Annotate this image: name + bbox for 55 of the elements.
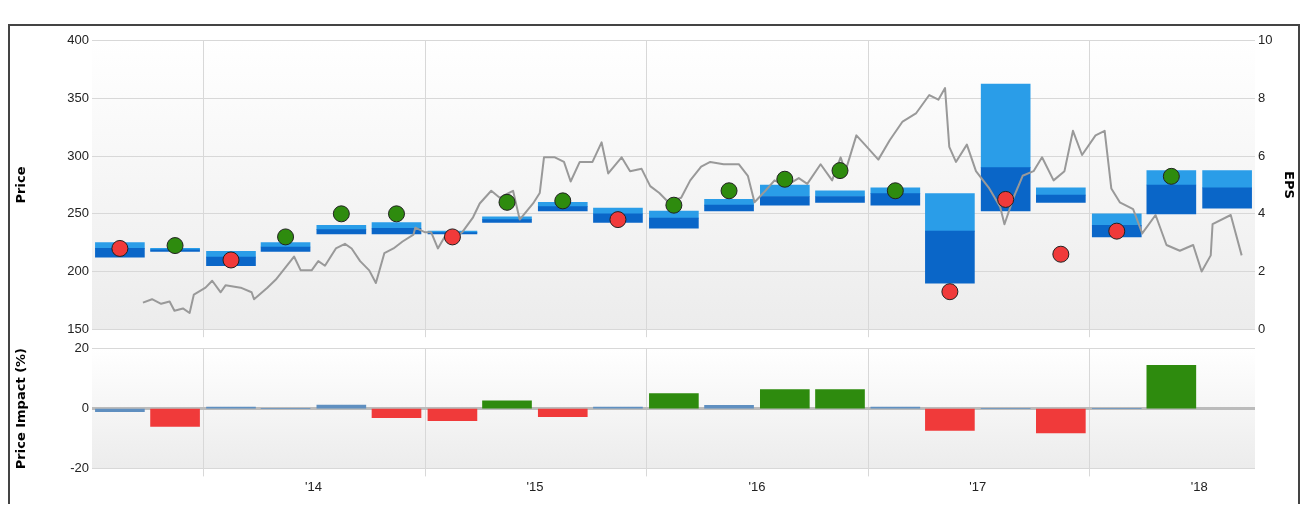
point [332,205,350,223]
bar [482,400,532,409]
point [1162,167,1180,185]
x-tick-label: '18 [1190,478,1208,494]
y-axis-title: Price [13,166,29,204]
point [776,170,794,188]
point [1052,245,1070,263]
x-tick-label: '16 [748,478,766,494]
point [886,182,904,200]
y-tick-label: 350 [67,90,89,106]
point [166,237,184,255]
y-axis-title: Price Impact (%) [13,347,29,470]
y2-tick-label: 0 [1258,320,1266,336]
bar [815,389,865,409]
bar [427,408,478,421]
x-tick-label: '15 [526,478,544,494]
point [720,182,738,200]
y-tick-label: 300 [67,147,89,163]
y-tick-label: -20 [70,459,89,475]
point [1108,222,1126,240]
bar [150,408,200,427]
bar [371,408,422,418]
y2-tick-label: 10 [1258,32,1273,48]
bar [1036,408,1086,434]
y-tick-label: 400 [67,32,89,48]
y2-tick-label: 2 [1258,263,1266,279]
bar [537,408,588,417]
point [997,190,1015,208]
point [222,251,240,269]
y2-axis-title: EPS [1281,171,1297,199]
point [277,228,295,246]
bar [925,408,975,431]
bar [649,393,699,409]
y-tick-label: 150 [67,320,89,336]
y-tick-label: 200 [67,263,89,279]
point [609,211,627,229]
point [554,192,572,210]
y-tick-label: 0 [81,400,89,416]
point [665,196,683,214]
point [443,228,461,246]
bar [760,389,810,409]
point [388,205,406,223]
y2-tick-label: 4 [1258,205,1266,221]
y-tick-label: 250 [67,205,89,221]
y-tick-label: 20 [74,340,89,356]
bar [95,408,145,412]
point [498,193,516,211]
x-tick-label: '14 [304,478,322,494]
x-tick-label: '17 [969,478,987,494]
y2-tick-label: 6 [1258,147,1266,163]
y2-tick-label: 8 [1258,90,1266,106]
point [941,283,959,301]
bar [1146,364,1197,409]
point [831,162,849,180]
point [111,239,129,257]
